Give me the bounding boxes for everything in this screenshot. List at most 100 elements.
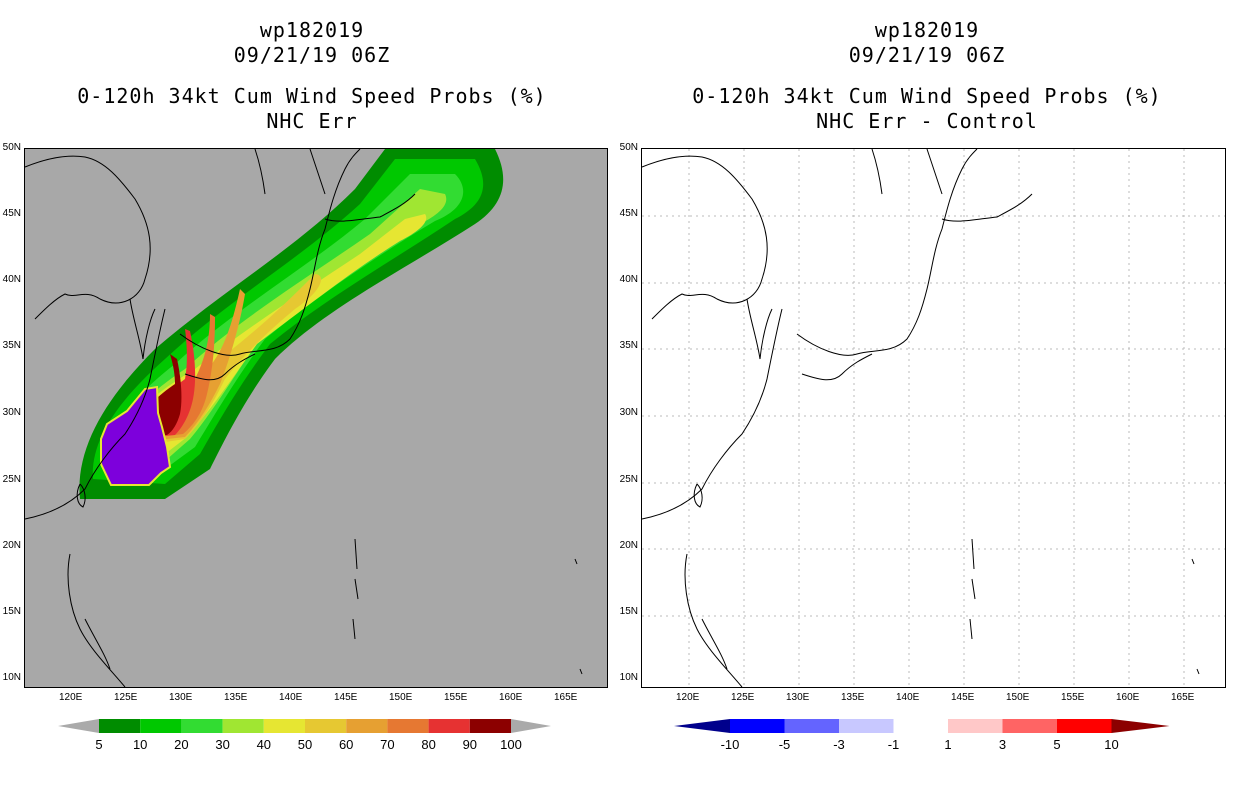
lon-label: 165E	[1171, 692, 1195, 703]
lon-label: 140E	[279, 692, 303, 703]
lat-label: 20N	[2, 540, 21, 551]
left-title-block: wp182019 09/21/19 06Z 0-120h 34kt Cum Wi…	[12, 18, 612, 134]
left-subtitle: NHC Err	[266, 109, 358, 133]
left-datetime: 09/21/19 06Z	[233, 43, 391, 67]
left-lon-labels: 120E 125E 130E 135E 140E 145E 150E 155E …	[25, 692, 607, 704]
right-title-block: wp182019 09/21/19 06Z 0-120h 34kt Cum Wi…	[627, 18, 1227, 134]
left-colorbar: 5 10 20 30 40 50 60 70 80 90 100	[58, 719, 551, 752]
colorbar-label: 50	[298, 737, 312, 752]
lat-label: 10N	[619, 672, 638, 683]
colorbar-label: 60	[339, 737, 353, 752]
lon-label: 135E	[841, 692, 865, 703]
colorbar-label: -5	[779, 737, 791, 752]
colorbar-label: 1	[944, 737, 951, 752]
lat-label: 45N	[619, 208, 638, 219]
left-product-title: 0-120h 34kt Cum Wind Speed Probs (%)	[77, 84, 547, 108]
colorbar-label: -10	[721, 737, 740, 752]
colorbar-label: 70	[380, 737, 394, 752]
lon-label: 120E	[676, 692, 700, 703]
colorbar-label: 5	[1053, 737, 1060, 752]
colorbar-label: 100	[500, 737, 522, 752]
lat-label: 40N	[2, 274, 21, 285]
colorbar-end-high	[1111, 719, 1170, 733]
lon-label: 160E	[499, 692, 523, 703]
right-subtitle: NHC Err - Control	[816, 109, 1038, 133]
colorbar-label: 80	[421, 737, 435, 752]
colorbar-label: 10	[133, 737, 147, 752]
prob-swath-70	[125, 314, 215, 441]
lat-label: 35N	[619, 340, 638, 351]
colorbar-swatch	[839, 719, 894, 733]
left-storm-id: wp182019	[259, 18, 365, 42]
lon-label: 145E	[951, 692, 975, 703]
colorbar-swatch	[305, 719, 347, 733]
colorbar-label: 40	[257, 737, 271, 752]
lat-label: 20N	[619, 540, 638, 551]
right-gridlines	[642, 149, 1225, 687]
lat-label: 45N	[2, 208, 21, 219]
colorbar-swatch	[428, 719, 470, 733]
lat-label: 50N	[2, 142, 21, 153]
lat-label: 35N	[2, 340, 21, 351]
right-lon-labels: 120E 125E 130E 135E 140E 145E 150E 155E …	[642, 692, 1225, 704]
lon-label: 150E	[389, 692, 413, 703]
lat-label: 50N	[619, 142, 638, 153]
prob-swath-100	[100, 385, 172, 486]
lat-label: 25N	[2, 474, 21, 485]
lon-label: 120E	[59, 692, 83, 703]
colorbar-label: 5	[95, 737, 102, 752]
colorbar-swatch	[346, 719, 388, 733]
colorbar-label: 20	[174, 737, 188, 752]
colorbar-swatch	[387, 719, 429, 733]
colorbar-swatch	[140, 719, 182, 733]
lon-label: 145E	[334, 692, 358, 703]
colorbar-label: 30	[215, 737, 229, 752]
lon-label: 165E	[554, 692, 578, 703]
lat-label: 10N	[2, 672, 21, 683]
left-coastlines	[24, 148, 583, 688]
lat-label: 40N	[619, 274, 638, 285]
colorbar-label: 3	[999, 737, 1006, 752]
right-product-title: 0-120h 34kt Cum Wind Speed Probs (%)	[692, 84, 1162, 108]
colorbar-swatch	[222, 719, 264, 733]
colorbar-swatch	[730, 719, 785, 733]
right-coastlines	[641, 148, 1200, 688]
lat-label: 15N	[619, 606, 638, 617]
colorbar-swatch	[181, 719, 223, 733]
lon-label: 125E	[114, 692, 138, 703]
right-datetime: 09/21/19 06Z	[848, 43, 1006, 67]
lon-label: 135E	[224, 692, 248, 703]
lon-label: 155E	[444, 692, 468, 703]
colorbar-swatch	[948, 719, 1003, 733]
lat-label: 30N	[2, 407, 21, 418]
left-map[interactable]: 50N 45N 40N 35N 30N 25N 20N 15N 10N 120E…	[3, 143, 608, 703]
lon-label: 130E	[786, 692, 810, 703]
colorbar-label: 90	[463, 737, 477, 752]
colorbar-end-high	[511, 719, 551, 733]
colorbar-swatch	[893, 719, 948, 733]
colorbar-swatch	[1002, 719, 1057, 733]
lon-label: 140E	[896, 692, 920, 703]
colorbar-end-low	[58, 719, 99, 733]
lon-label: 130E	[169, 692, 193, 703]
left-map-canvas	[24, 148, 583, 688]
right-map-canvas	[641, 148, 1225, 688]
lon-label: 160E	[1116, 692, 1140, 703]
colorbar-swatch	[99, 719, 141, 733]
lon-label: 155E	[1061, 692, 1085, 703]
right-storm-id: wp182019	[874, 18, 980, 42]
lon-label: 150E	[1006, 692, 1030, 703]
colorbar-swatch	[784, 719, 839, 733]
colorbar-swatch	[469, 719, 511, 733]
right-map[interactable]: 50N 45N 40N 35N 30N 25N 20N 15N 10N 120E…	[620, 143, 1226, 703]
colorbar-swatch	[1057, 719, 1112, 733]
right-colorbar: -10 -5 -3 -1 1 3 5 10	[674, 719, 1170, 752]
colorbar-label: -3	[833, 737, 845, 752]
lon-label: 125E	[731, 692, 755, 703]
colorbar-end-low	[674, 719, 730, 733]
colorbar-label: 10	[1104, 737, 1118, 752]
lat-label: 15N	[2, 606, 21, 617]
lat-label: 25N	[619, 474, 638, 485]
colorbar-label: -1	[888, 737, 900, 752]
lat-label: 30N	[619, 407, 638, 418]
